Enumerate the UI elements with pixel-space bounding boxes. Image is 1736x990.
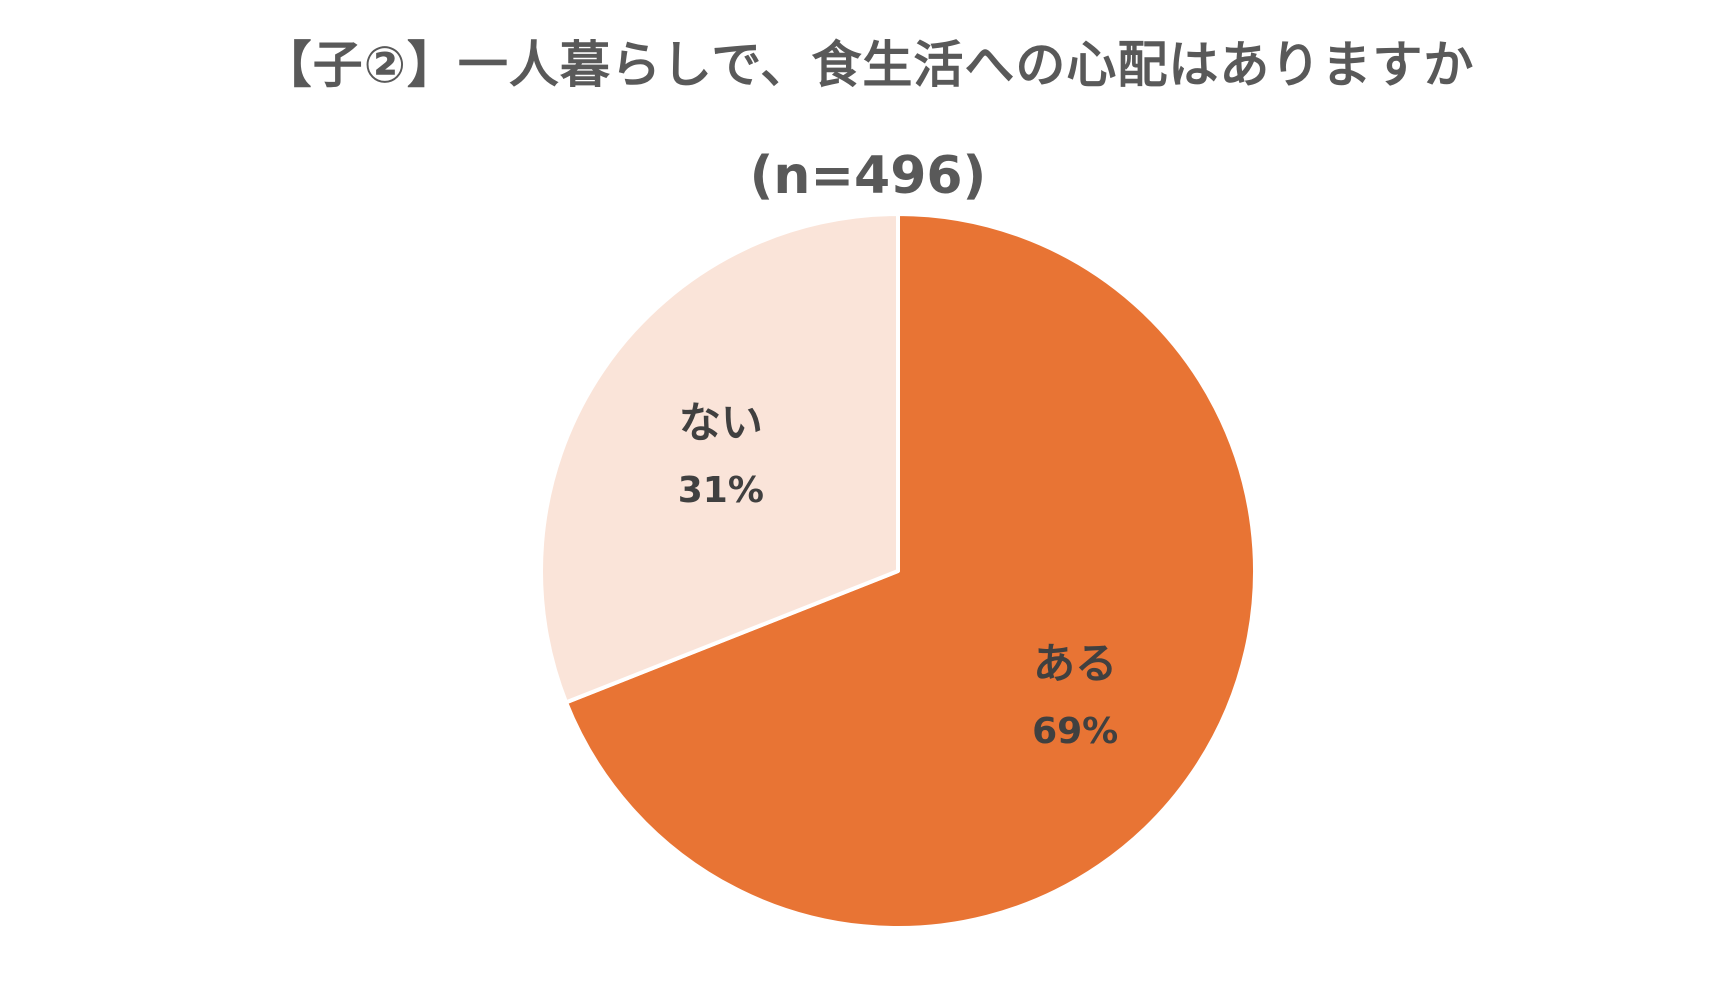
chart-subtitle: (n=496) xyxy=(749,146,987,206)
slice-category-label: ない xyxy=(679,398,763,447)
pie-slice-2 xyxy=(539,212,900,705)
slice-percent-label: 69% xyxy=(1032,711,1118,752)
pie-labels: ある 69% ない 31% xyxy=(678,398,1118,752)
slice-category-label: ある xyxy=(1033,639,1117,688)
chart-title: 【子②】一人暮らしで、食生活への心配はありますか xyxy=(261,36,1475,94)
pie-slice-1 xyxy=(564,212,1257,930)
pie-slices xyxy=(539,212,1257,930)
slice-percent-label: 31% xyxy=(678,470,764,511)
